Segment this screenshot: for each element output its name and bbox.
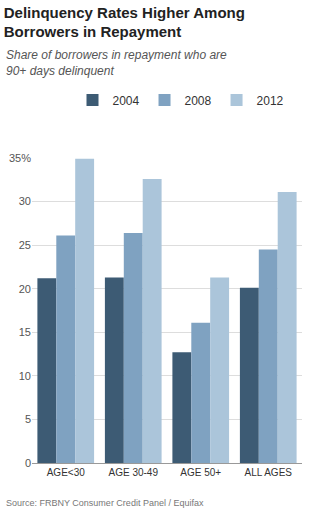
svg-text:AGE<30: AGE<30: [47, 467, 86, 478]
svg-text:AGE 30-49: AGE 30-49: [109, 467, 159, 478]
svg-text:AGE 50+: AGE 50+: [180, 467, 221, 478]
svg-text:Delinquency Rates Higher Among: Delinquency Rates Higher AmongBorrowers …: [4, 4, 245, 41]
svg-text:20: 20: [19, 283, 31, 295]
svg-text:30: 30: [19, 195, 31, 207]
svg-text:25: 25: [19, 239, 31, 251]
svg-text:0: 0: [25, 457, 31, 469]
svg-text:ALL AGES: ALL AGES: [245, 467, 293, 478]
svg-text:35%: 35%: [9, 152, 31, 164]
svg-text:2004: 2004: [113, 94, 140, 108]
svg-text:2012: 2012: [257, 94, 284, 108]
svg-text:2008: 2008: [185, 94, 212, 108]
svg-text:15: 15: [19, 326, 31, 338]
svg-text:Source: FRBNY Consumer Credit: Source: FRBNY Consumer Credit Panel / Eq…: [6, 498, 204, 508]
svg-text:Share of borrowers in repaymen: Share of borrowers in repayment who are9…: [6, 48, 227, 78]
svg-text:5: 5: [25, 413, 31, 425]
svg-text:10: 10: [19, 370, 31, 382]
